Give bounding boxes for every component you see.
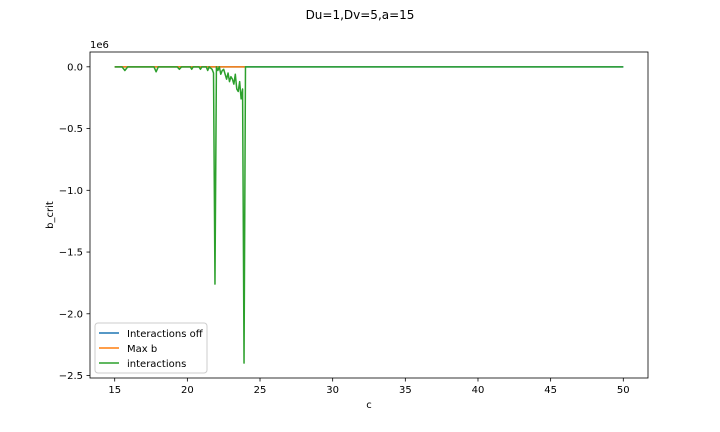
y-tick-label: −1.5 (59, 248, 83, 259)
y-tick-label: −1.0 (59, 186, 83, 197)
y-tick-label: −2.0 (59, 309, 83, 320)
x-tick-label: 20 (181, 385, 194, 396)
legend-label-max-b: Max b (127, 344, 157, 355)
legend: Interactions off Max b interactions (95, 323, 207, 373)
x-tick-label: 30 (326, 385, 339, 396)
chart-title: Du=1,Dv=5,a=15 (306, 8, 415, 22)
y-tick-label: −2.5 (59, 371, 83, 382)
x-tick-label: 35 (399, 385, 412, 396)
y-offset-text: 1e6 (90, 40, 109, 51)
legend-label-interactions: interactions (127, 359, 186, 370)
x-tick-label: 45 (544, 385, 557, 396)
x-tick-label: 50 (617, 385, 630, 396)
y-tick-label: 0.0 (67, 62, 83, 73)
x-axis-label: c (366, 400, 372, 411)
x-tick-label: 15 (108, 385, 121, 396)
x-tick-label: 40 (472, 385, 485, 396)
legend-label-interactions-off: Interactions off (127, 329, 204, 340)
y-tick-label: −0.5 (59, 124, 83, 135)
x-tick-label: 25 (254, 385, 267, 396)
y-axis-label: b_crit (45, 201, 56, 229)
